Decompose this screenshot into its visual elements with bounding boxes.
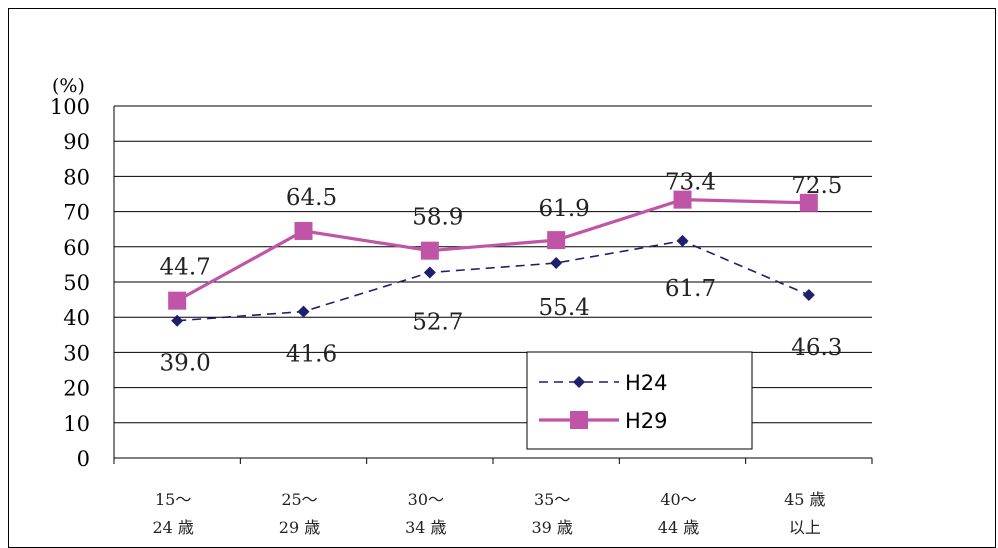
series-line-h24 bbox=[177, 239, 810, 322]
y-tick-label: 20 bbox=[63, 377, 90, 401]
y-tick-label: 60 bbox=[63, 236, 90, 260]
data-point-h29 bbox=[547, 231, 566, 250]
x-tick-label: 24 歳 bbox=[152, 518, 193, 537]
x-tick-label: 以上 bbox=[789, 518, 821, 537]
data-point-h29 bbox=[799, 193, 818, 212]
x-tick-label: 35～ bbox=[534, 490, 570, 509]
data-label-h29: 73.4 bbox=[665, 170, 716, 196]
data-label-h24: 41.6 bbox=[286, 342, 337, 368]
data-point-h24 bbox=[297, 305, 310, 318]
x-tick-label: 34 歳 bbox=[405, 518, 446, 537]
series-line-h29 bbox=[176, 198, 809, 303]
y-tick-label: 70 bbox=[63, 201, 90, 225]
x-tick-label: 25～ bbox=[281, 490, 317, 509]
data-label-h24: 61.7 bbox=[665, 276, 716, 302]
x-tick-label: 29 歳 bbox=[279, 518, 320, 537]
data-labels: 39.0 41.6 52.7 55.4 61.7 46.3 44.7 64.5 58.9 61.9… bbox=[160, 170, 843, 377]
legend-label-h24: H24 bbox=[625, 371, 668, 395]
y-tick-label: 90 bbox=[63, 130, 90, 154]
x-tick-labels: 15～ 24 歳 25～ 29 歳 30～ 34 歳 35～ 39 歳 40～ 44 歳 45 歳以… bbox=[152, 490, 825, 537]
y-tick-label: 100 bbox=[50, 95, 90, 119]
data-label-h29: 44.7 bbox=[160, 255, 211, 281]
data-point-h29 bbox=[168, 291, 187, 310]
legend-marker bbox=[570, 411, 588, 429]
data-point-h24 bbox=[676, 234, 689, 247]
x-tick-label: 39 歳 bbox=[531, 518, 572, 537]
data-point-h29 bbox=[673, 190, 692, 209]
legend: H24 H29 bbox=[526, 351, 753, 450]
data-point-h29 bbox=[294, 221, 313, 240]
data-label-h24: 55.4 bbox=[539, 295, 590, 321]
data-label-h29: 61.9 bbox=[539, 196, 590, 222]
series-layer bbox=[168, 190, 818, 327]
data-label-h24: 46.3 bbox=[791, 335, 842, 361]
gridlines bbox=[113, 105, 873, 464]
data-point-h24 bbox=[171, 314, 184, 327]
x-tick-label: 40～ bbox=[660, 490, 696, 509]
x-tick-label: 45 歳 bbox=[784, 490, 825, 509]
y-tick-label: 50 bbox=[63, 271, 90, 295]
data-point-h24 bbox=[550, 256, 563, 269]
data-label-h29: 72.5 bbox=[791, 173, 842, 199]
x-tick-label: 30～ bbox=[408, 490, 444, 509]
legend-label-h29: H29 bbox=[625, 409, 668, 433]
data-point-h24 bbox=[423, 266, 436, 279]
x-tick-label: 44 歳 bbox=[658, 518, 699, 537]
y-tick-label: 10 bbox=[63, 412, 90, 436]
y-tick-label: 40 bbox=[63, 306, 90, 330]
y-tick-label: 30 bbox=[63, 341, 90, 365]
data-label-h29: 58.9 bbox=[412, 205, 463, 231]
y-tick-label: 80 bbox=[63, 165, 90, 189]
data-point-h24 bbox=[802, 289, 815, 302]
data-label-h29: 64.5 bbox=[286, 185, 337, 211]
x-tick-label: 15～ bbox=[155, 490, 191, 509]
legend-box bbox=[526, 351, 753, 450]
legend-marker bbox=[573, 376, 585, 388]
data-label-h24: 52.7 bbox=[412, 309, 463, 335]
y-tick-label: 0 bbox=[77, 447, 90, 471]
y-axis-label: (%) bbox=[52, 75, 85, 97]
data-label-h24: 39.0 bbox=[160, 351, 211, 377]
data-point-h29 bbox=[420, 241, 439, 260]
y-tick-labels: 0 10 20 30 40 50 60 70 80 90 100 bbox=[50, 95, 90, 471]
